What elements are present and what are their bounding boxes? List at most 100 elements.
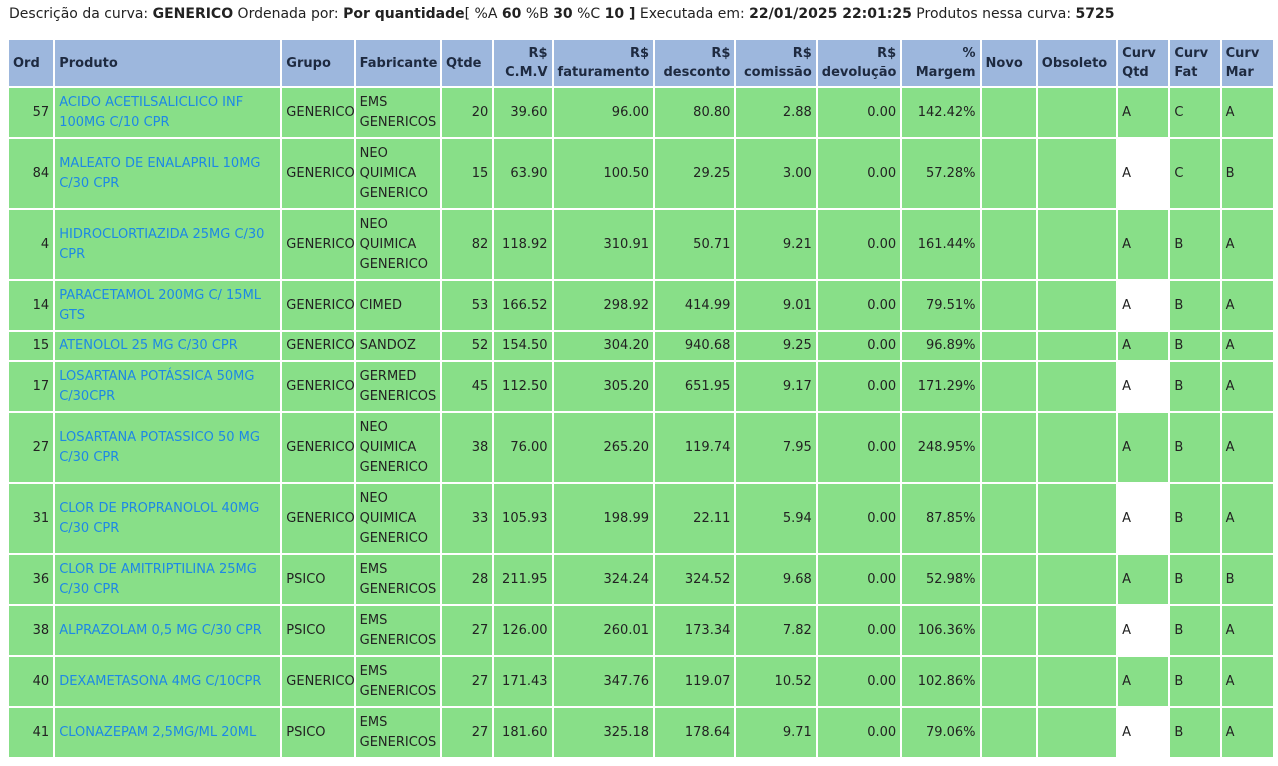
col-cf-l2: Fat <box>1174 65 1198 80</box>
product-link[interactable]: CLONAZEPAM 2,5MG/ML 20ML <box>59 724 257 740</box>
product-link[interactable]: ATENOLOL 25 MG C/30 CPR <box>59 338 238 353</box>
cell-grupo: PSICO <box>282 555 354 604</box>
col-cmv: R$ C.M.V <box>494 40 552 86</box>
cell-qtde: 33 <box>442 484 493 553</box>
cell-curv-qtd: A <box>1118 484 1169 553</box>
table-row: 40 DEXAMETASONA 4MG C/10CPR GENERICO EMS… <box>9 657 1273 706</box>
col-dev-l2: devolução <box>821 65 897 80</box>
cell-fabricante: NEO QUIMICA GENERICO <box>355 210 441 279</box>
cell-faturamento: 265.20 <box>553 413 654 482</box>
col-comissao: R$ comissão <box>736 40 816 86</box>
cell-cmv: 154.50 <box>494 332 552 360</box>
product-link[interactable]: ALPRAZOLAM 0,5 MG C/30 CPR <box>59 622 262 638</box>
cell-curv-fat: B <box>1170 332 1220 360</box>
cell-qtde: 27 <box>442 657 493 706</box>
cell-margem: 142.42% <box>902 88 980 137</box>
cell-grupo: GENERICO <box>282 281 354 330</box>
cell-obsoleto <box>1037 281 1117 330</box>
cell-novo <box>981 210 1036 279</box>
col-fat-l1: R$ <box>629 46 650 61</box>
cell-margem: 102.86% <box>902 657 980 706</box>
cell-grupo: PSICO <box>282 708 354 757</box>
cell-devolucao: 0.00 <box>817 657 901 706</box>
cell-devolucao: 0.00 <box>817 362 901 411</box>
col-cm-l2: Mar <box>1225 65 1254 80</box>
product-link[interactable]: HIDROCLORTIAZIDA 25MG C/30 CPR <box>59 226 265 262</box>
cell-desconto: 414.99 <box>655 281 735 330</box>
product-link[interactable]: MALEATO DE ENALAPRIL 10MG C/30 CPR <box>59 155 261 191</box>
cell-curv-fat: C <box>1170 88 1220 137</box>
cell-fabricante: EMS GENERICOS <box>355 708 441 757</box>
cell-faturamento: 324.24 <box>553 555 654 604</box>
product-link[interactable]: ACIDO ACETILSALICLICO INF 100MG C/10 CPR <box>59 94 244 130</box>
cell-curv-qtd: A <box>1118 281 1169 330</box>
cell-qtde: 15 <box>442 139 493 208</box>
col-grupo: Grupo <box>282 40 354 86</box>
cell-grupo: GENERICO <box>282 139 354 208</box>
table-body: 57 ACIDO ACETILSALICLICO INF 100MG C/10 … <box>9 88 1273 757</box>
cell-curv-fat: B <box>1170 413 1220 482</box>
col-cq-l1: Curv <box>1122 46 1156 61</box>
col-curv-mar: Curv Mar <box>1221 40 1273 86</box>
product-link[interactable]: PARACETAMOL 200MG C/ 15ML GTS <box>59 287 262 323</box>
col-produto: Produto <box>55 40 281 86</box>
product-link[interactable]: LOSARTANA POTASSICO 50 MG C/30 CPR <box>59 429 260 465</box>
cell-curv-mar: A <box>1221 657 1273 706</box>
cell-faturamento: 100.50 <box>553 139 654 208</box>
cell-ord: 14 <box>9 281 54 330</box>
cell-margem: 87.85% <box>902 484 980 553</box>
cell-curv-mar: A <box>1221 708 1273 757</box>
cell-produto: CLOR DE AMITRIPTILINA 25MG C/30 CPR <box>55 555 281 604</box>
cell-qtde: 27 <box>442 606 493 655</box>
cell-curv-mar: A <box>1221 606 1273 655</box>
pct-c-label: %C <box>572 6 605 22</box>
cell-ord: 36 <box>9 555 54 604</box>
cell-produto: ALPRAZOLAM 0,5 MG C/30 CPR <box>55 606 281 655</box>
cell-qtde: 27 <box>442 708 493 757</box>
table-row: 4 HIDROCLORTIAZIDA 25MG C/30 CPR GENERIC… <box>9 210 1273 279</box>
cell-faturamento: 260.01 <box>553 606 654 655</box>
table-row: 31 CLOR DE PROPRANOLOL 40MG C/30 CPR GEN… <box>9 484 1273 553</box>
cell-produto: LOSARTANA POTÁSSICA 50MG C/30CPR <box>55 362 281 411</box>
col-ord: Ord <box>9 40 54 86</box>
cell-curv-fat: B <box>1170 362 1220 411</box>
cell-qtde: 20 <box>442 88 493 137</box>
cell-curv-mar: A <box>1221 281 1273 330</box>
cell-devolucao: 0.00 <box>817 281 901 330</box>
cell-faturamento: 96.00 <box>553 88 654 137</box>
cell-novo <box>981 484 1036 553</box>
cell-produto: MALEATO DE ENALAPRIL 10MG C/30 CPR <box>55 139 281 208</box>
executada-value: 22/01/2025 22:01:25 <box>749 6 912 22</box>
cell-ord: 15 <box>9 332 54 360</box>
cell-curv-qtd: A <box>1118 88 1169 137</box>
cell-devolucao: 0.00 <box>817 484 901 553</box>
product-link[interactable]: CLOR DE PROPRANOLOL 40MG C/30 CPR <box>59 500 260 536</box>
col-cm-l1: Curv <box>1225 46 1260 61</box>
cell-qtde: 28 <box>442 555 493 604</box>
product-link[interactable]: DEXAMETASONA 4MG C/10CPR <box>59 673 262 689</box>
product-link[interactable]: LOSARTANA POTÁSSICA 50MG C/30CPR <box>59 368 255 404</box>
col-desc-l2: desconto <box>663 65 731 80</box>
col-cmv-l2: C.M.V <box>505 65 548 80</box>
pct-c-value: 10 <box>604 6 625 22</box>
cell-margem: 79.06% <box>902 708 980 757</box>
cell-novo <box>981 281 1036 330</box>
cell-curv-mar: A <box>1221 88 1273 137</box>
cell-obsoleto <box>1037 88 1117 137</box>
cell-obsoleto <box>1037 657 1117 706</box>
cell-curv-mar: B <box>1221 139 1273 208</box>
cell-novo <box>981 606 1036 655</box>
col-dev-l1: R$ <box>877 46 897 61</box>
cell-ord: 17 <box>9 362 54 411</box>
pct-b-label: %B <box>521 6 554 22</box>
col-curv-fat: Curv Fat <box>1170 40 1220 86</box>
ordenada-value: Por quantidade <box>343 6 465 22</box>
product-link[interactable]: CLOR DE AMITRIPTILINA 25MG C/30 CPR <box>59 561 257 597</box>
cell-devolucao: 0.00 <box>817 606 901 655</box>
cell-grupo: GENERICO <box>282 332 354 360</box>
col-desconto: R$ desconto <box>655 40 735 86</box>
cell-comissao: 9.01 <box>736 281 816 330</box>
cell-produto: ATENOLOL 25 MG C/30 CPR <box>55 332 281 360</box>
col-fabricante: Fabricante <box>355 40 441 86</box>
table-row: 27 LOSARTANA POTASSICO 50 MG C/30 CPR GE… <box>9 413 1273 482</box>
